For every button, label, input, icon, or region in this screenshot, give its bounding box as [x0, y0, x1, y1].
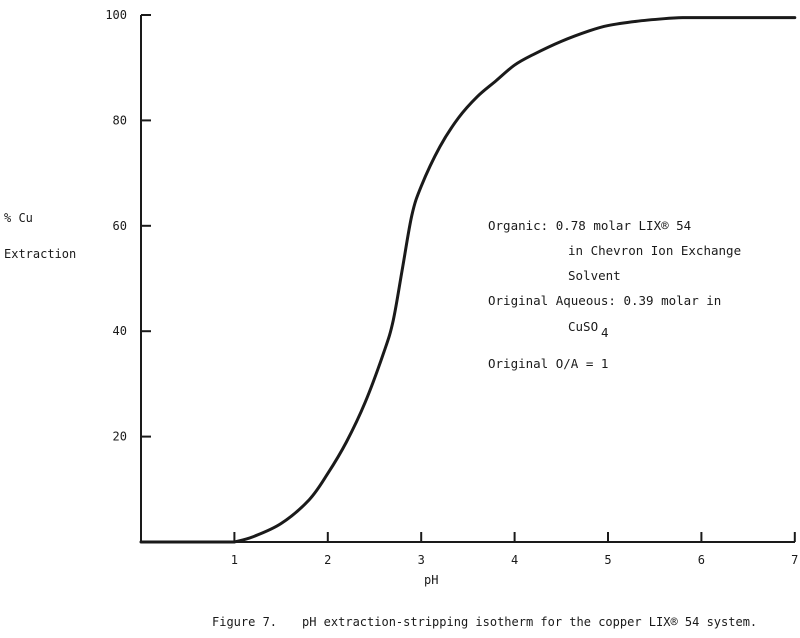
x-ticks: 1 2 3 4 5 6 7 — [231, 532, 798, 567]
axes — [140, 15, 795, 543]
annotation-cuso4-subscript: 4 — [601, 325, 609, 340]
y-tick-label: 80 — [113, 113, 127, 127]
extraction-curve — [139, 16, 797, 544]
y-tick-label: 100 — [105, 8, 127, 22]
y-axis-label-line2: Extraction — [4, 247, 76, 261]
annotation-organic: Organic: 0.78 molar LIX® 54 — [488, 218, 691, 233]
annotation-oa-ratio: Original O/A = 1 — [488, 356, 608, 371]
annotation-solvent-line1: in Chevron Ion Exchange — [568, 243, 741, 258]
x-axis-label: pH — [424, 573, 438, 587]
x-tick-label: 3 — [418, 553, 425, 567]
x-tick-label: 1 — [231, 553, 238, 567]
annotation-solvent-line2: Solvent — [568, 268, 621, 283]
x-tick-label: 5 — [604, 553, 611, 567]
y-tick-label: 40 — [113, 324, 127, 338]
figure-caption: pH extraction-stripping isotherm for the… — [302, 615, 757, 629]
annotation-aqueous: Original Aqueous: 0.39 molar in — [488, 293, 721, 308]
y-axis-label-line1: % Cu — [4, 211, 33, 225]
x-tick-label: 7 — [791, 553, 798, 567]
y-ticks: 20 40 60 80 100 — [105, 8, 151, 444]
x-tick-label: 2 — [324, 553, 331, 567]
x-tick-label: 6 — [698, 553, 705, 567]
figure-label: Figure 7. — [212, 615, 277, 629]
y-tick-label: 20 — [113, 430, 127, 444]
annotation-cuso4: CuSO — [568, 319, 598, 334]
x-tick-label: 4 — [511, 553, 518, 567]
y-tick-label: 60 — [113, 219, 127, 233]
conditions-annotation: Organic: 0.78 molar LIX® 54 in Chevron I… — [488, 218, 741, 371]
